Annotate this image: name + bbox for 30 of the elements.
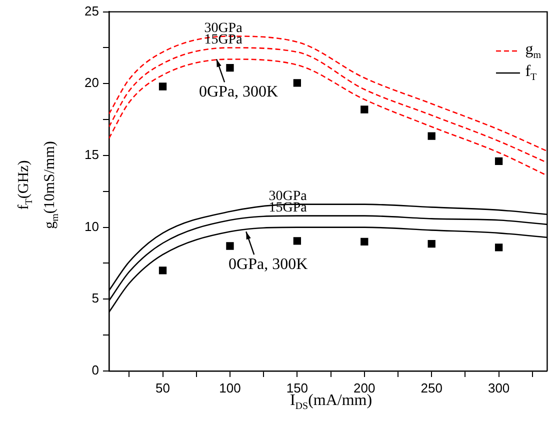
y-tick-label: 20 [84, 75, 99, 90]
y-tick-label: 25 [84, 3, 99, 18]
point [158, 82, 167, 90]
line-series [109, 47, 548, 164]
point [428, 240, 436, 248]
legend-label: g$_{m}$ [525, 40, 541, 62]
x-tick-label: 50 [156, 380, 170, 396]
point [494, 244, 503, 252]
y-tick-label: 5 [92, 290, 99, 306]
point [360, 106, 368, 114]
point [158, 266, 167, 274]
point [360, 238, 368, 246]
x-tick-label: 250 [420, 380, 442, 396]
point [226, 242, 234, 250]
y-tick-label: 15 [84, 147, 99, 162]
line-series [109, 36, 548, 152]
x-tick-label: 300 [488, 380, 510, 396]
point [293, 79, 302, 87]
point [494, 157, 503, 166]
y-tick-label: 10 [84, 218, 99, 234]
point [226, 64, 234, 72]
line-series [109, 58, 548, 176]
point [293, 237, 302, 245]
annotation: 0GPa, 300K [228, 256, 308, 273]
point [428, 132, 436, 140]
x-tick-label: 100 [219, 380, 241, 396]
annotation: 15GPa [204, 32, 244, 48]
annotation: 0GPa, 300K [198, 83, 279, 100]
legend-label: f$_{T}$ [525, 62, 537, 84]
y-tick-label: 0 [92, 362, 99, 378]
